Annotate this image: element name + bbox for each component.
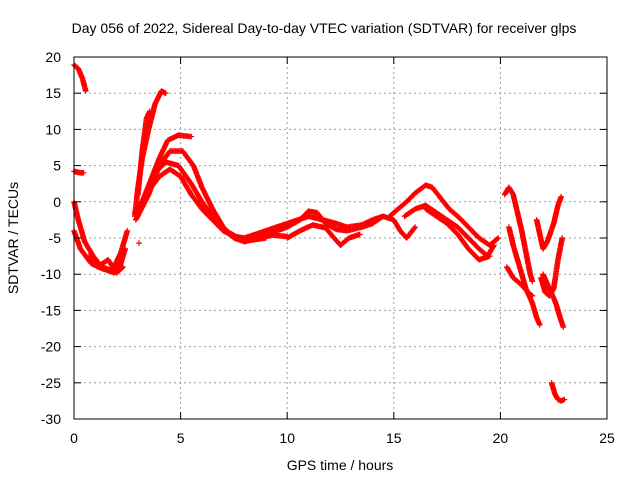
data-point-markers [540,271,567,330]
series-track-p [369,213,418,241]
y-tick-label: -25 [41,375,61,391]
data-point-markers [263,213,386,234]
data-point-markers [139,159,269,243]
data-point-markers [369,213,418,241]
data-point-markers [86,253,126,276]
series-track-f [136,240,142,246]
x-tick-label: 0 [70,430,78,446]
series-track-l [139,159,269,243]
data-point-markers [71,168,87,176]
series-track-e [86,253,126,276]
x-tick-label: 5 [177,430,185,446]
series-track-q [386,182,502,248]
y-tick-label: -10 [41,266,61,282]
y-tick-label: 10 [45,121,61,137]
data-point-markers [548,380,568,404]
y-tick-label: -15 [41,302,61,318]
series-track-b [71,168,87,176]
series-track-h [135,108,153,198]
x-tick-label: 20 [493,430,509,446]
series-track-w [533,193,564,252]
grid [74,57,607,419]
y-tick-label: 0 [53,194,61,210]
y-tick-label: 5 [53,158,61,174]
data-point-markers [506,224,543,328]
y-tick-label: -5 [49,230,62,246]
y-tick-label: -30 [41,411,61,427]
data-point-markers [135,108,153,198]
data-point-markers [501,184,536,285]
x-tick-label: 15 [386,430,402,446]
series-track-v [506,224,543,328]
series-track-o [284,222,363,248]
y-tick-label: 20 [45,49,61,65]
chart-title: Day 056 of 2022, Sidereal Day-to-day VTE… [72,20,577,36]
series-track-t [501,184,536,285]
y-tick-label: -20 [41,339,61,355]
series-track-s [423,206,493,263]
data-point-markers [136,240,142,246]
data-marks [71,62,568,404]
data-point-markers [386,182,502,248]
x-axis-label: GPS time / hours [287,457,394,473]
y-axis-label: SDTVAR / TECUs [5,182,21,294]
data-point-markers [284,222,363,248]
series-track-n [263,213,386,234]
x-tick-label: 25 [599,430,615,446]
series-track-y [540,271,567,330]
data-point-markers [533,193,564,252]
y-tick-label: 15 [45,85,61,101]
data-point-markers [423,206,493,263]
x-tick-label: 10 [279,430,295,446]
y-axis: 20 15 10 5 0 -5 -10 -15 -20 -25 -30 [41,49,607,427]
x-axis: 0 5 10 15 20 25 [70,57,615,446]
series-track-z [548,380,568,404]
